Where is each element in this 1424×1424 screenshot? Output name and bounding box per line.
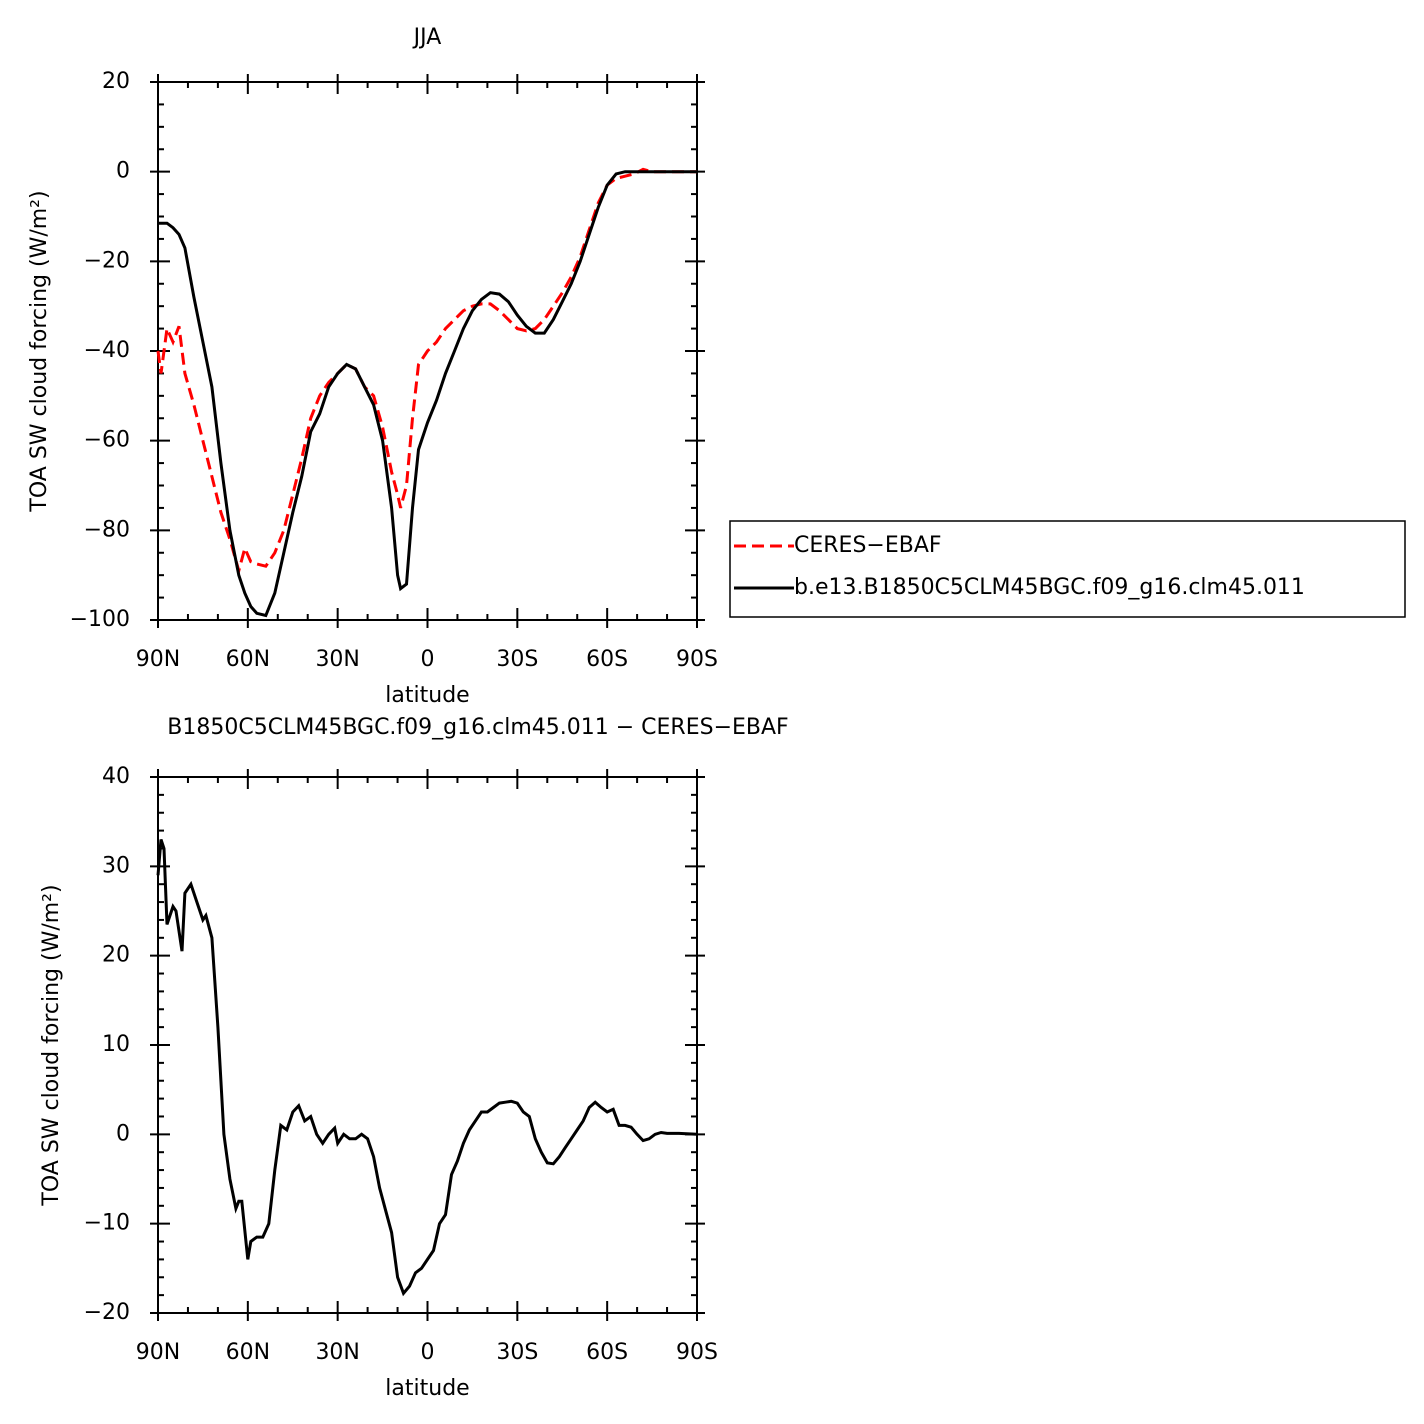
y-tick-label: 20 xyxy=(102,69,130,94)
y-tick-label: 20 xyxy=(102,943,130,968)
series-line xyxy=(156,839,698,1297)
x-axis-label: latitude xyxy=(385,1376,469,1401)
y-tick-label: −20 xyxy=(84,1300,130,1325)
x-tick-label: 30S xyxy=(496,1340,538,1365)
x-tick-label: 60S xyxy=(586,647,628,672)
chart-title: B1850C5CLM45BGC.f09_g16.clm45.011 − CERE… xyxy=(167,715,788,740)
x-tick-label: 90S xyxy=(676,1340,718,1365)
x-tick-label: 90N xyxy=(136,1340,180,1365)
y-tick-label: −60 xyxy=(84,428,130,453)
plot-frame xyxy=(157,776,698,1314)
y-tick-label: 30 xyxy=(102,853,130,878)
y-tick-label: −10 xyxy=(84,1211,130,1236)
x-tick-label: 30N xyxy=(315,647,359,672)
y-tick-label: 40 xyxy=(102,764,130,789)
x-axis-label: latitude xyxy=(385,683,469,708)
y-tick-label: 0 xyxy=(116,1121,130,1146)
x-tick-label: 90S xyxy=(676,647,718,672)
legend-label: b.e13.B1850C5CLM45BGC.f09_g16.clm45.011 xyxy=(794,575,1305,600)
y-tick-label: 0 xyxy=(116,159,130,184)
plot: JJA latitude TOA SW cloud forcing (W/m²) 90… xyxy=(27,25,718,708)
y-tick-label: −100 xyxy=(70,607,130,632)
x-tick-label: 60N xyxy=(226,1340,270,1365)
x-tick-label: 30S xyxy=(496,647,538,672)
series-line xyxy=(156,167,697,577)
x-tick-label: 0 xyxy=(421,647,435,672)
legend-label: CERES−EBAF xyxy=(794,533,942,558)
x-tick-label: 0 xyxy=(421,1340,435,1365)
x-tick-label: 30N xyxy=(315,1340,359,1365)
y-tick-label: 10 xyxy=(102,1032,130,1057)
y-axis-label: TOA SW cloud forcing (W/m²) xyxy=(27,190,52,512)
legend: CERES−EBAF b.e13.B1850C5CLM45BGC.f09_g16.… xyxy=(729,520,1406,618)
chart-title: JJA xyxy=(412,25,442,50)
legend-box xyxy=(729,520,1406,618)
y-tick-label: −20 xyxy=(84,248,130,273)
x-tick-label: 60S xyxy=(586,1340,628,1365)
series-line xyxy=(158,170,697,618)
y-tick-label: −40 xyxy=(84,338,130,363)
x-tick-label: 60N xyxy=(226,647,270,672)
y-tick-label: −80 xyxy=(84,517,130,542)
x-tick-label: 90N xyxy=(136,647,180,672)
plot: B1850C5CLM45BGC.f09_g16.clm45.011 − CERE… xyxy=(39,715,789,1401)
y-axis-label: TOA SW cloud forcing (W/m²) xyxy=(39,884,64,1206)
